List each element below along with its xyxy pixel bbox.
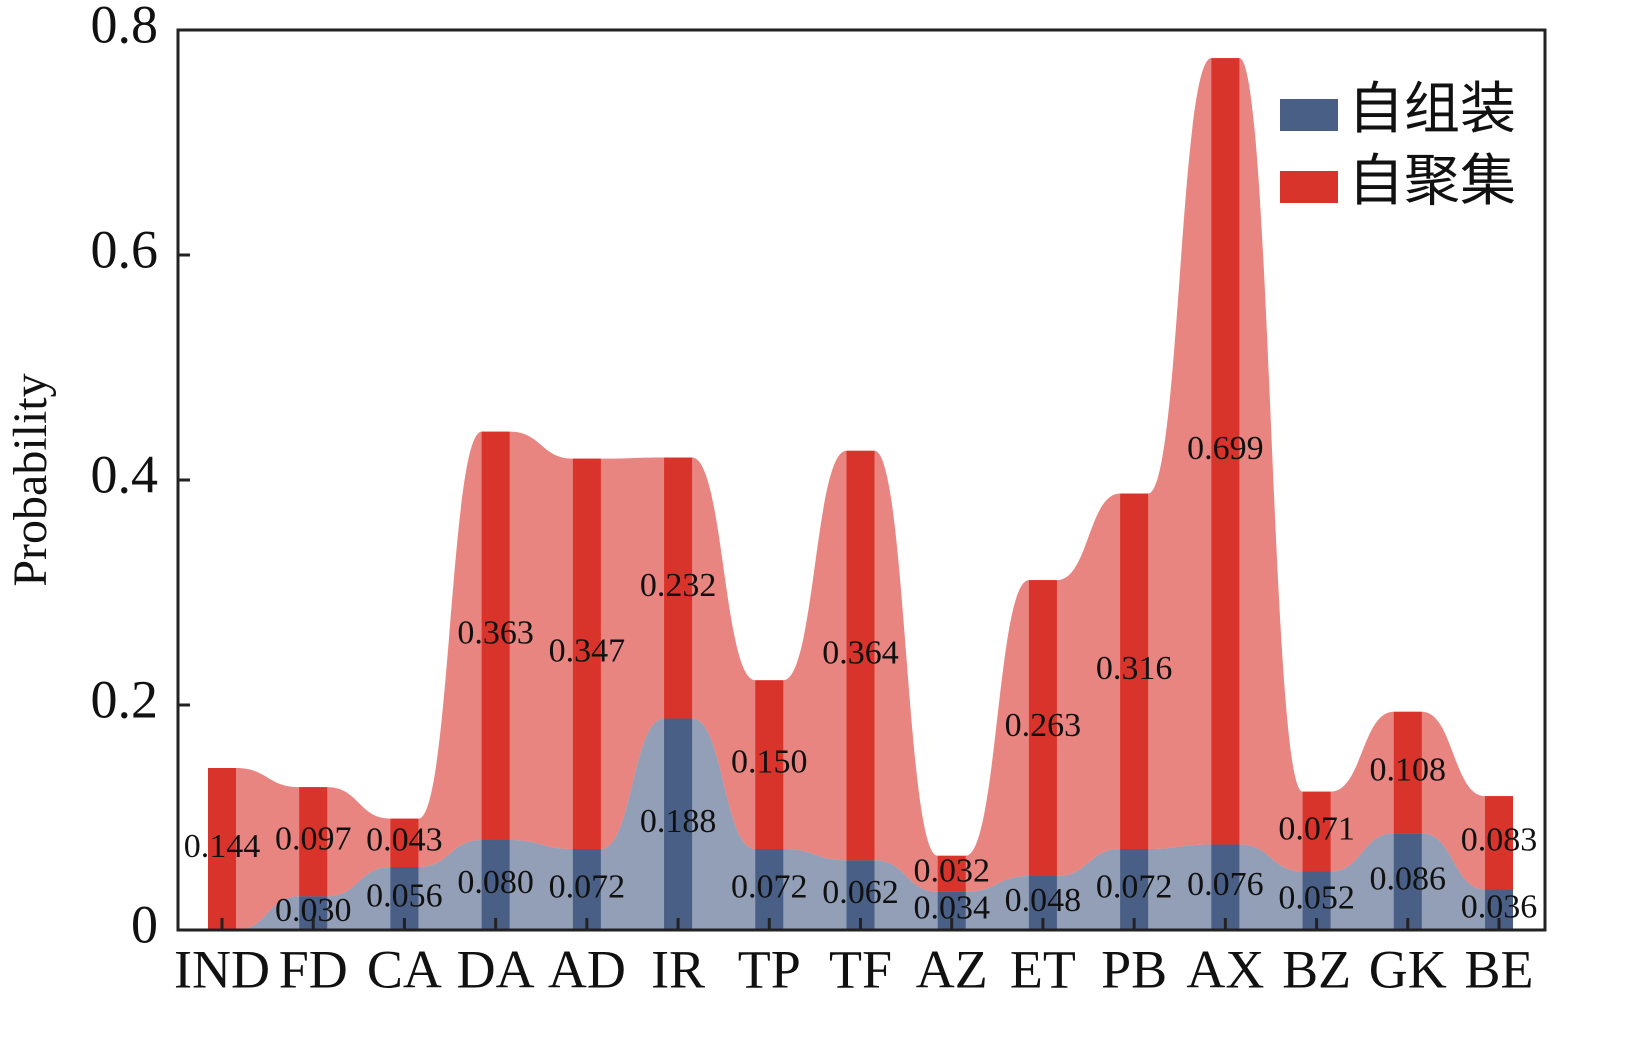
data-label: 0.263 bbox=[1005, 707, 1082, 744]
area bbox=[208, 718, 1513, 930]
bar bbox=[1120, 849, 1149, 930]
bar bbox=[1393, 833, 1422, 930]
data-label: 0.071 bbox=[1278, 810, 1355, 847]
bar bbox=[208, 768, 236, 930]
data-label: 0.062 bbox=[822, 874, 899, 911]
data-label: 0.316 bbox=[1096, 650, 1173, 687]
x-tick-label: IND bbox=[174, 939, 270, 999]
bar bbox=[664, 457, 693, 719]
data-label: 0.086 bbox=[1370, 860, 1447, 897]
bar bbox=[572, 458, 601, 849]
bar bbox=[390, 818, 419, 867]
bar bbox=[846, 450, 875, 861]
legend-label: 自聚集 bbox=[1348, 151, 1516, 213]
data-label: 0.072 bbox=[731, 868, 808, 905]
bar bbox=[299, 787, 328, 897]
y-tick-label: 0 bbox=[131, 894, 158, 954]
x-tick-label: FD bbox=[279, 939, 348, 999]
data-label: 0.108 bbox=[1370, 751, 1447, 788]
data-label: 0.043 bbox=[366, 822, 443, 859]
x-tick-label: AD bbox=[548, 939, 626, 999]
x-tick-label: BE bbox=[1464, 939, 1533, 999]
legend-swatch bbox=[1280, 99, 1338, 131]
data-label: 0.364 bbox=[822, 634, 899, 671]
data-label: 0.072 bbox=[1096, 868, 1173, 905]
legend-label: 自组装 bbox=[1348, 79, 1516, 141]
y-axis-title: Probability bbox=[4, 373, 57, 586]
x-tick-label: AX bbox=[1186, 939, 1264, 999]
bar bbox=[1302, 791, 1331, 872]
y-tick-label: 0.4 bbox=[91, 444, 159, 504]
data-label: 0.699 bbox=[1187, 430, 1264, 467]
x-tick-label: TF bbox=[829, 939, 892, 999]
x-tick-label: IR bbox=[651, 939, 705, 999]
bar bbox=[1485, 796, 1513, 890]
data-label: 0.144 bbox=[184, 828, 261, 865]
y-tick-label: 0.8 bbox=[91, 0, 159, 54]
bar bbox=[1120, 493, 1149, 849]
data-label: 0.188 bbox=[640, 803, 717, 840]
bar bbox=[755, 849, 784, 930]
data-label: 0.072 bbox=[549, 868, 626, 905]
bar bbox=[1211, 844, 1240, 930]
x-tick-label: GK bbox=[1369, 939, 1447, 999]
legend-swatch bbox=[1280, 171, 1338, 203]
bar bbox=[481, 431, 510, 840]
x-tick-label: PB bbox=[1101, 939, 1167, 999]
x-tick-label: BZ bbox=[1282, 939, 1351, 999]
data-label: 0.076 bbox=[1187, 866, 1264, 903]
x-tick-label: AZ bbox=[916, 939, 988, 999]
x-tick-label: CA bbox=[367, 939, 442, 999]
bar bbox=[664, 718, 693, 930]
x-tick-label: TP bbox=[738, 939, 801, 999]
data-label: 0.347 bbox=[549, 633, 626, 670]
bar bbox=[481, 840, 510, 930]
bar bbox=[755, 680, 784, 849]
bar bbox=[937, 855, 966, 892]
y-tick-label: 0.6 bbox=[91, 219, 159, 279]
y-tick-label: 0.2 bbox=[91, 669, 159, 729]
x-tick-label: DA bbox=[457, 939, 535, 999]
bar bbox=[1028, 580, 1057, 876]
bar bbox=[1211, 58, 1240, 845]
data-label: 0.056 bbox=[366, 877, 443, 914]
bar bbox=[1393, 711, 1422, 834]
data-label: 0.083 bbox=[1461, 822, 1538, 859]
data-label: 0.048 bbox=[1005, 882, 1082, 919]
bar bbox=[572, 849, 601, 930]
data-label: 0.150 bbox=[731, 743, 808, 780]
x-tick-label: ET bbox=[1010, 939, 1076, 999]
data-label: 0.232 bbox=[640, 567, 717, 604]
data-label: 0.032 bbox=[913, 853, 990, 890]
data-label: 0.097 bbox=[275, 820, 352, 857]
data-label: 0.080 bbox=[457, 864, 534, 901]
data-label: 0.052 bbox=[1278, 880, 1355, 917]
data-label: 0.363 bbox=[457, 615, 534, 652]
